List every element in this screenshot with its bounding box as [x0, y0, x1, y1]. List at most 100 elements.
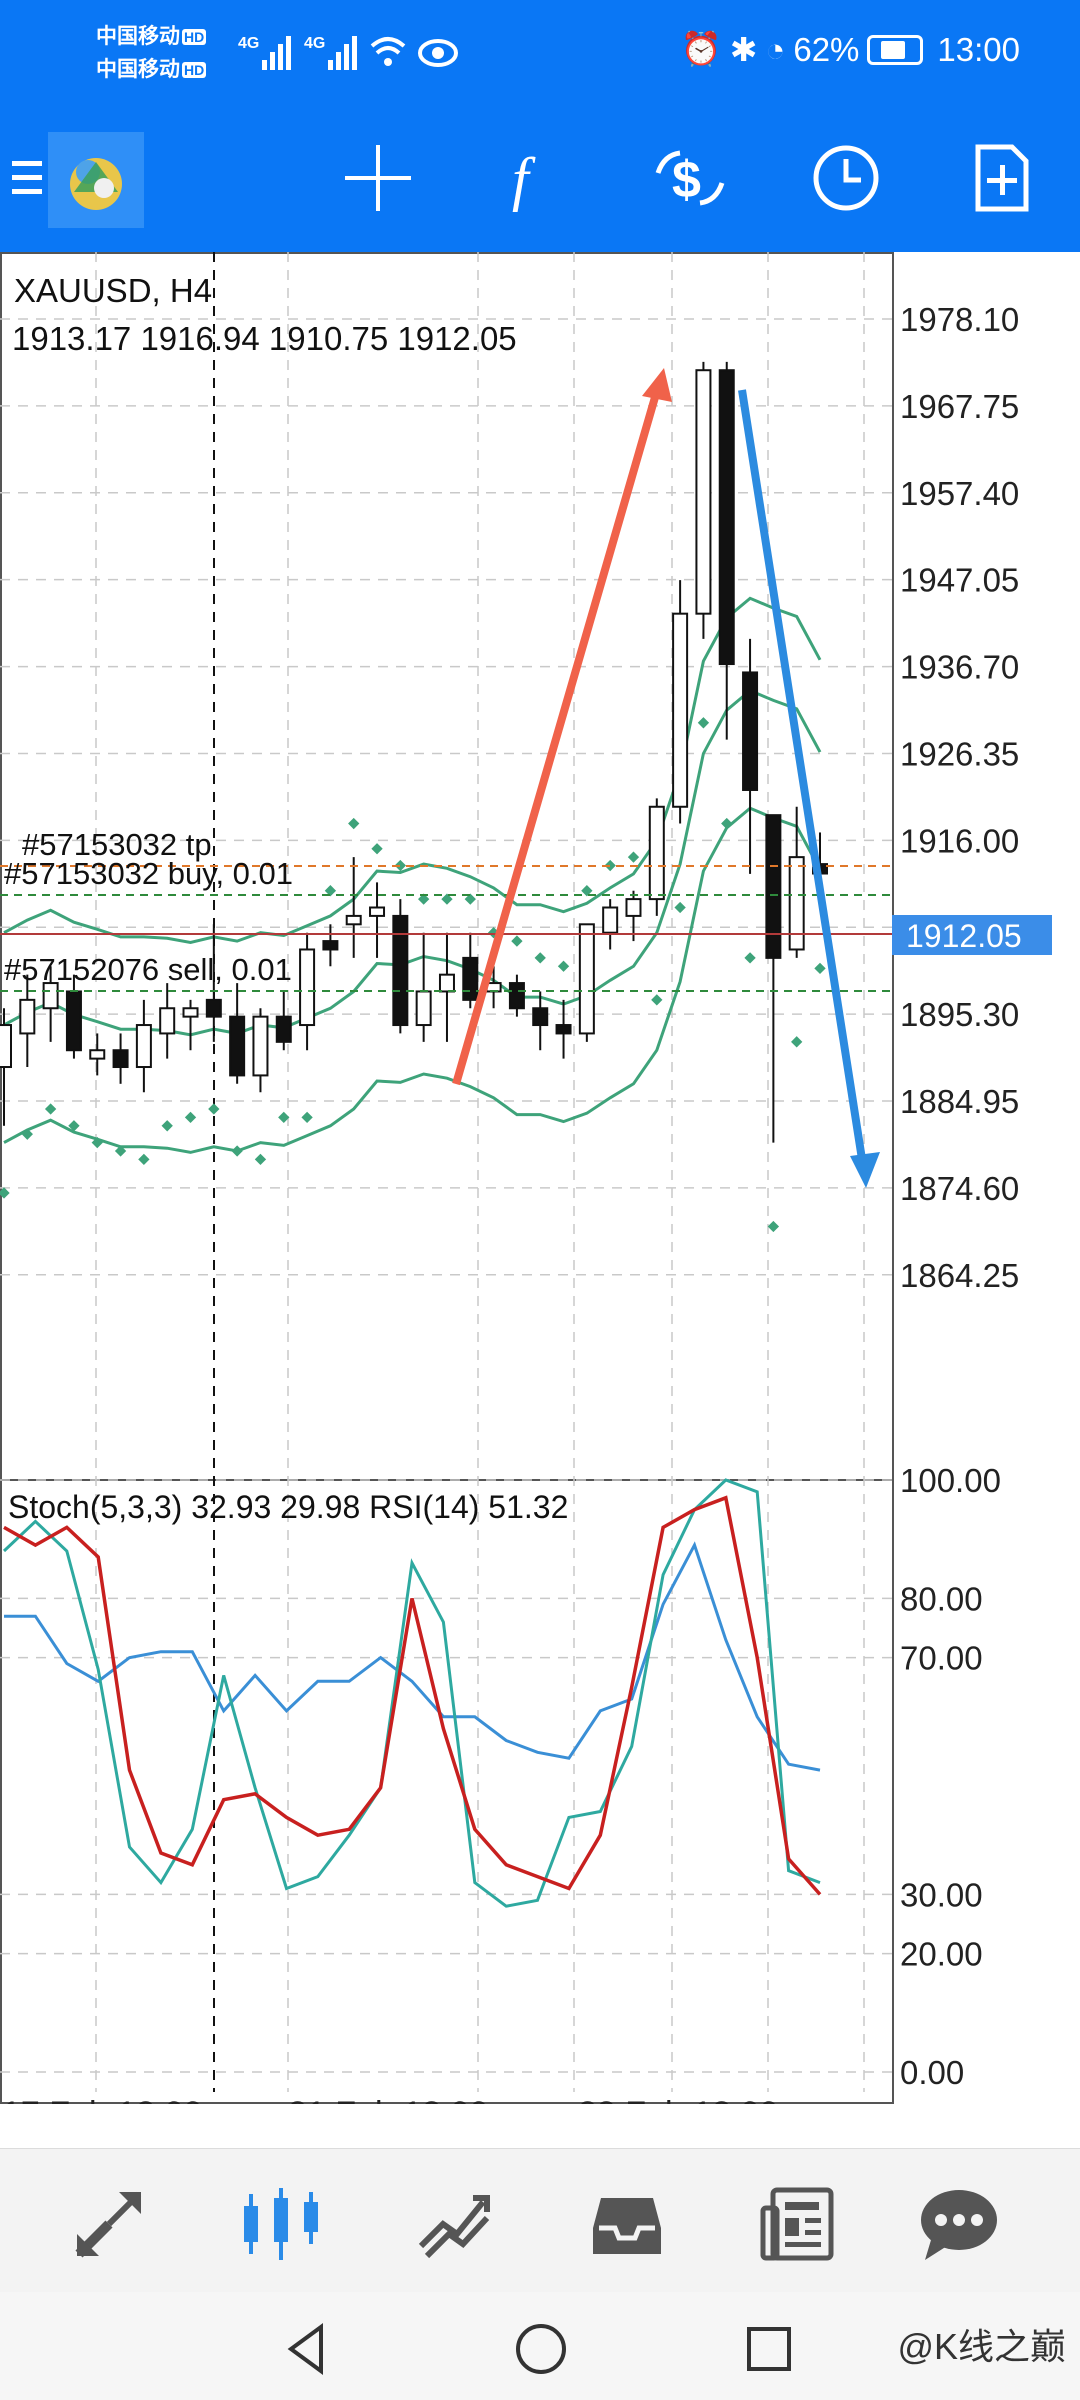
sar-dot — [767, 1220, 780, 1233]
price-axis-label: 1967.75 — [900, 388, 1019, 425]
price-chart[interactable]: 1978.10 1967.75 1957.40 1947.05 1936.70 1926.… — [0, 252, 1080, 2133]
trend-arrows — [452, 368, 880, 1188]
sar-dot — [278, 1111, 290, 1124]
price-axis-label: 1926.35 — [900, 735, 1019, 772]
osc-axis-label: 80.00 — [900, 1580, 983, 1617]
charts-icon[interactable] — [236, 2179, 326, 2269]
bull-candle — [252, 1015, 269, 1077]
quotes-icon[interactable] — [64, 2179, 154, 2269]
sar-dot — [394, 859, 406, 872]
price-axis-label: 1874.60 — [900, 1170, 1019, 1207]
osc-axis-label: 100.00 — [900, 1462, 1001, 1499]
sar-dot — [208, 1103, 220, 1115]
indicator-f-icon[interactable]: f — [492, 138, 572, 218]
price-axis-label: 1895.30 — [900, 996, 1019, 1033]
news-icon[interactable] — [754, 2179, 844, 2269]
bull-candle — [602, 906, 619, 934]
bull-candle — [788, 856, 805, 951]
bear-candle — [205, 998, 222, 1018]
speed-icon: ◔ — [765, 30, 786, 68]
bull-candle — [299, 948, 316, 1027]
rsi-line — [4, 1541, 821, 1772]
bull-candle — [135, 1024, 152, 1069]
osc-axis-label: 70.00 — [900, 1640, 983, 1677]
bear-candle — [322, 940, 339, 951]
new-order-icon[interactable] — [962, 138, 1042, 218]
history-icon[interactable] — [582, 2179, 672, 2269]
recents-icon[interactable] — [734, 2314, 804, 2384]
sar-dot — [161, 1120, 173, 1132]
up-trend-arrow — [452, 378, 664, 1086]
crosshair-icon[interactable] — [338, 138, 418, 218]
eye-icon — [418, 39, 458, 67]
sar-dot — [791, 1036, 803, 1048]
tp-order-label: #57153032 tp — [22, 827, 212, 862]
osc-axis-label: 20.00 — [900, 1936, 983, 1973]
alarm-icon: ⏰ — [680, 30, 722, 67]
menu-icon[interactable] — [0, 138, 72, 218]
price-axis-label: 1957.40 — [900, 475, 1019, 512]
app-logo[interactable] — [48, 132, 144, 228]
back-icon[interactable] — [272, 2314, 342, 2384]
signal-1-label: 4G — [238, 35, 259, 52]
bull-candle — [369, 906, 386, 917]
bull-candle — [19, 998, 36, 1035]
sar-dot — [184, 1111, 197, 1124]
chat-icon[interactable] — [914, 2179, 1004, 2269]
sar-dot — [627, 851, 640, 863]
sar-dot — [68, 1120, 80, 1132]
down-trend-arrow — [738, 389, 868, 1173]
hd-badge-1: HD — [182, 29, 207, 46]
sar-dot — [324, 885, 337, 897]
bear-candle — [65, 990, 82, 1052]
bluetooth-icon: ✱ — [729, 31, 758, 68]
bear-candle — [462, 956, 479, 1001]
battery-level — [881, 40, 906, 59]
sar-dot — [441, 893, 453, 905]
bull-candle — [89, 1049, 106, 1060]
band-lower — [3, 806, 822, 1154]
bear-candle — [532, 1007, 549, 1027]
home-icon[interactable] — [506, 2314, 576, 2384]
parabolic-sar — [0, 717, 826, 1233]
bull-candle — [42, 982, 59, 1010]
down-arrow-head — [850, 1152, 880, 1188]
carrier-name-1: 中国移动 — [96, 25, 180, 48]
sar-dot — [651, 994, 663, 1006]
trade-icon[interactable] — [408, 2179, 498, 2269]
ohlc-label: 1913.17 1916.94 1910.75 1912.05 — [12, 320, 517, 357]
sar-dot — [231, 1145, 243, 1157]
trade-dollar-icon[interactable]: $ — [650, 138, 730, 218]
sar-dot — [674, 901, 686, 914]
sar-dot — [348, 817, 360, 830]
bear-candle — [229, 1015, 246, 1077]
bull-candle — [182, 1007, 199, 1018]
grid — [0, 252, 894, 2104]
bear-candle — [508, 982, 525, 1010]
sell-order-label: #57152076 sell, 0.01 — [4, 952, 292, 987]
chart-canvas[interactable]: 1978.10 1967.75 1957.40 1947.05 1936.70 1926.… — [0, 252, 1080, 2133]
battery-percent: 62% — [793, 30, 860, 68]
timeframe-clock-icon[interactable] — [806, 138, 886, 218]
svg-text:$: $ — [672, 151, 701, 209]
stoch-main-line — [2, 1478, 821, 1908]
sar-dot — [371, 843, 383, 855]
candles — [0, 361, 828, 1143]
osc-axis-label: 30.00 — [900, 1876, 983, 1913]
price-axis-label: 1978.10 — [900, 301, 1019, 338]
carrier-name-2: 中国移动 — [96, 58, 180, 81]
up-arrow-head — [642, 368, 672, 402]
sar-dot — [21, 1128, 33, 1140]
bull-candle — [438, 973, 455, 993]
order-lines — [0, 865, 893, 992]
bear-candle — [275, 1015, 292, 1043]
symbol-label: XAUUSD, H4 — [14, 272, 212, 309]
app-header: 中国移动 HD 中国移动 HD 4G 4G ⏰ ✱ ◔ 62% 13:00 — [0, 0, 1080, 252]
signal-icon: 4G 4G — [238, 35, 458, 70]
bear-candle — [718, 369, 735, 666]
bear-candle — [765, 814, 782, 959]
sar-dot — [91, 1136, 103, 1149]
sar-dot — [557, 960, 570, 972]
buy-order-label: #57153032 buy, 0.01 — [4, 856, 293, 891]
bear-candle — [112, 1049, 129, 1069]
